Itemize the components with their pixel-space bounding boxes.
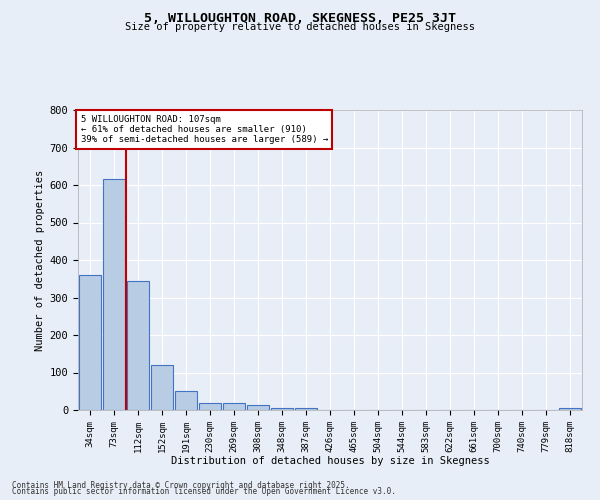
Text: Size of property relative to detached houses in Skegness: Size of property relative to detached ho… xyxy=(125,22,475,32)
Y-axis label: Number of detached properties: Number of detached properties xyxy=(35,170,46,350)
Bar xyxy=(223,403,245,410)
Text: 5 WILLOUGHTON ROAD: 107sqm
← 61% of detached houses are smaller (910)
39% of sem: 5 WILLOUGHTON ROAD: 107sqm ← 61% of deta… xyxy=(80,114,328,144)
Bar xyxy=(559,408,581,410)
Bar xyxy=(247,405,269,410)
Bar xyxy=(151,365,173,410)
Text: Contains public sector information licensed under the Open Government Licence v3: Contains public sector information licen… xyxy=(12,487,396,496)
X-axis label: Distribution of detached houses by size in Skegness: Distribution of detached houses by size … xyxy=(170,456,490,466)
Bar xyxy=(271,408,293,410)
Bar xyxy=(175,391,197,410)
Bar xyxy=(79,275,101,410)
Text: 5, WILLOUGHTON ROAD, SKEGNESS, PE25 3JT: 5, WILLOUGHTON ROAD, SKEGNESS, PE25 3JT xyxy=(144,12,456,26)
Text: Contains HM Land Registry data © Crown copyright and database right 2025.: Contains HM Land Registry data © Crown c… xyxy=(12,481,350,490)
Bar xyxy=(295,408,317,410)
Bar xyxy=(199,402,221,410)
Bar xyxy=(103,180,125,410)
Bar xyxy=(127,280,149,410)
